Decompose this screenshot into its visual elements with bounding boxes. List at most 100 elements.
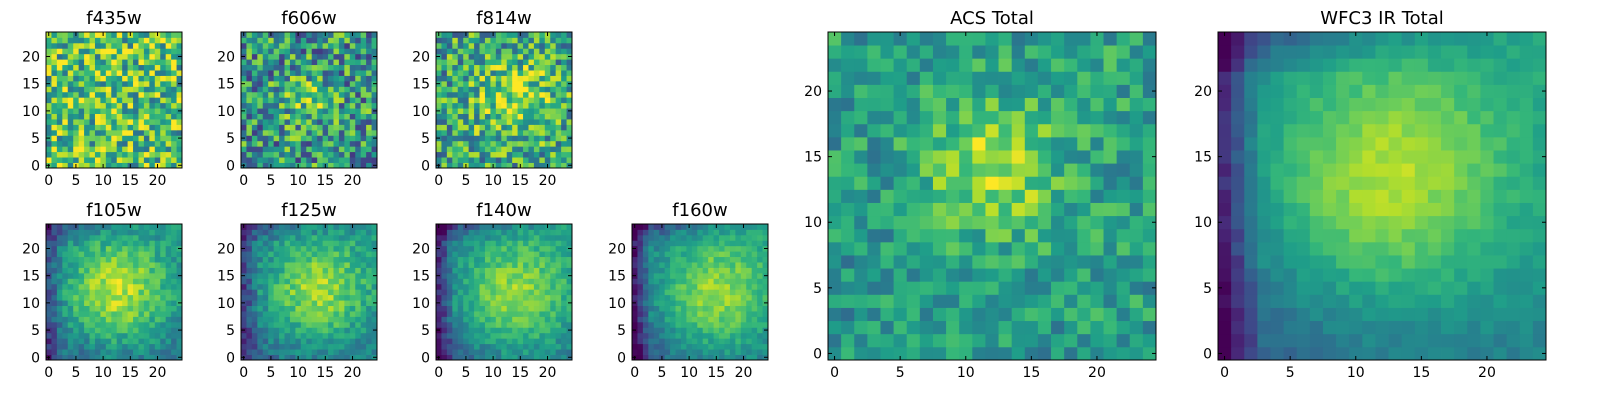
heatmap-cell <box>490 272 497 279</box>
heatmap-cell <box>338 113 345 120</box>
heatmap-cell <box>906 215 921 230</box>
heatmap-cell <box>751 327 758 334</box>
heatmap-cell <box>349 129 356 136</box>
heatmap-cell <box>1011 307 1026 322</box>
heatmap-cell <box>355 240 362 247</box>
heatmap-cell <box>653 305 660 312</box>
heatmap-cell <box>533 332 540 339</box>
heatmap-cell <box>344 294 351 301</box>
heatmap-cell <box>328 75 334 82</box>
heatmap-cell <box>257 300 264 306</box>
heatmap-cell <box>138 289 145 296</box>
heatmap-cell <box>740 343 747 350</box>
heatmap-cell <box>371 119 378 125</box>
heatmap-cell <box>56 224 63 230</box>
heatmap-cell <box>724 311 731 317</box>
heatmap-cell <box>506 234 513 241</box>
heatmap-cell <box>523 64 529 71</box>
heatmap-cell <box>1090 202 1104 217</box>
heatmap-cell <box>317 102 323 109</box>
heatmap-cell <box>474 278 480 285</box>
heatmap-cell <box>1077 176 1091 190</box>
heatmap-cell <box>648 305 655 312</box>
heatmap-cell <box>452 146 459 153</box>
heatmap-cell <box>143 140 150 147</box>
heatmap-cell <box>452 91 459 98</box>
heatmap-cell <box>457 64 464 71</box>
heatmap-cell <box>501 162 508 169</box>
heatmap-cell <box>697 294 704 301</box>
heatmap-cell <box>306 151 313 158</box>
heatmap-cell <box>241 311 247 317</box>
heatmap-cell <box>241 129 247 136</box>
heatmap-cell <box>533 42 540 49</box>
heatmap-cell <box>468 305 475 312</box>
heatmap-cell <box>295 256 302 263</box>
heatmap-cell <box>317 343 323 350</box>
heatmap-cell <box>300 124 307 131</box>
heatmap-cell <box>985 215 999 230</box>
heatmap-cell <box>94 108 101 114</box>
heatmap-cell <box>561 97 567 104</box>
heatmap-cell <box>436 234 442 241</box>
heatmap-cell <box>94 32 101 38</box>
heatmap-cell <box>251 354 258 361</box>
heatmap-cell <box>501 151 508 158</box>
heatmap-cell <box>528 278 535 285</box>
heatmap-cell <box>746 289 753 296</box>
heatmap-cell <box>724 283 731 290</box>
heatmap-cell <box>675 316 682 323</box>
heatmap-cell <box>138 316 145 323</box>
heatmap-cell <box>328 305 334 312</box>
heatmap-cell <box>89 240 96 247</box>
heatmap-cell <box>653 349 660 355</box>
heatmap-cell <box>328 224 334 230</box>
heatmap-cell <box>441 129 448 136</box>
heatmap-cell <box>344 129 351 136</box>
heatmap-cell <box>648 327 655 334</box>
heatmap-cell <box>127 97 134 104</box>
heatmap-cell <box>436 251 442 258</box>
heatmap-cell <box>349 140 356 147</box>
heatmap-cell <box>729 354 736 361</box>
heatmap-cell <box>67 151 74 158</box>
heatmap-cell <box>702 283 709 290</box>
heatmap-cell <box>680 354 687 361</box>
heatmap-cell <box>100 311 107 317</box>
heatmap-cell <box>360 311 367 317</box>
heatmap-cell <box>1024 294 1039 308</box>
heatmap-cell <box>251 251 258 258</box>
heatmap-cell <box>544 311 551 317</box>
heatmap-cell <box>664 332 671 339</box>
heatmap-cell <box>349 343 356 350</box>
heatmap-cell <box>675 234 682 241</box>
heatmap-cell <box>539 157 546 163</box>
heatmap-cell <box>490 300 497 306</box>
heatmap-cell <box>702 338 709 345</box>
heatmap-cell <box>555 97 562 104</box>
heatmap-cell <box>539 262 546 268</box>
heatmap-cell <box>100 37 107 44</box>
heatmap-cell <box>371 113 378 120</box>
heatmap-cell <box>100 289 107 296</box>
heatmap-cell <box>528 332 535 339</box>
heatmap-cell <box>946 241 960 256</box>
heatmap-cell <box>735 289 742 296</box>
heatmap-cell <box>171 162 177 169</box>
heatmap-cell <box>171 146 177 153</box>
heatmap-cell <box>133 91 139 98</box>
heatmap-cell <box>719 272 725 279</box>
heatmap-cell <box>328 113 334 120</box>
heatmap-cell <box>328 70 334 76</box>
heatmap-cell <box>642 316 649 323</box>
heatmap-cell <box>762 267 769 274</box>
heatmap-cell <box>122 70 128 76</box>
heatmap-cell <box>171 267 177 274</box>
heatmap-cell <box>561 240 567 247</box>
heatmap-cell <box>241 37 247 44</box>
heatmap-cell <box>659 338 666 345</box>
heatmap-cell <box>89 70 96 76</box>
heatmap-cell <box>295 327 302 334</box>
heatmap-cell <box>306 102 313 109</box>
heatmap-cell <box>675 343 682 350</box>
